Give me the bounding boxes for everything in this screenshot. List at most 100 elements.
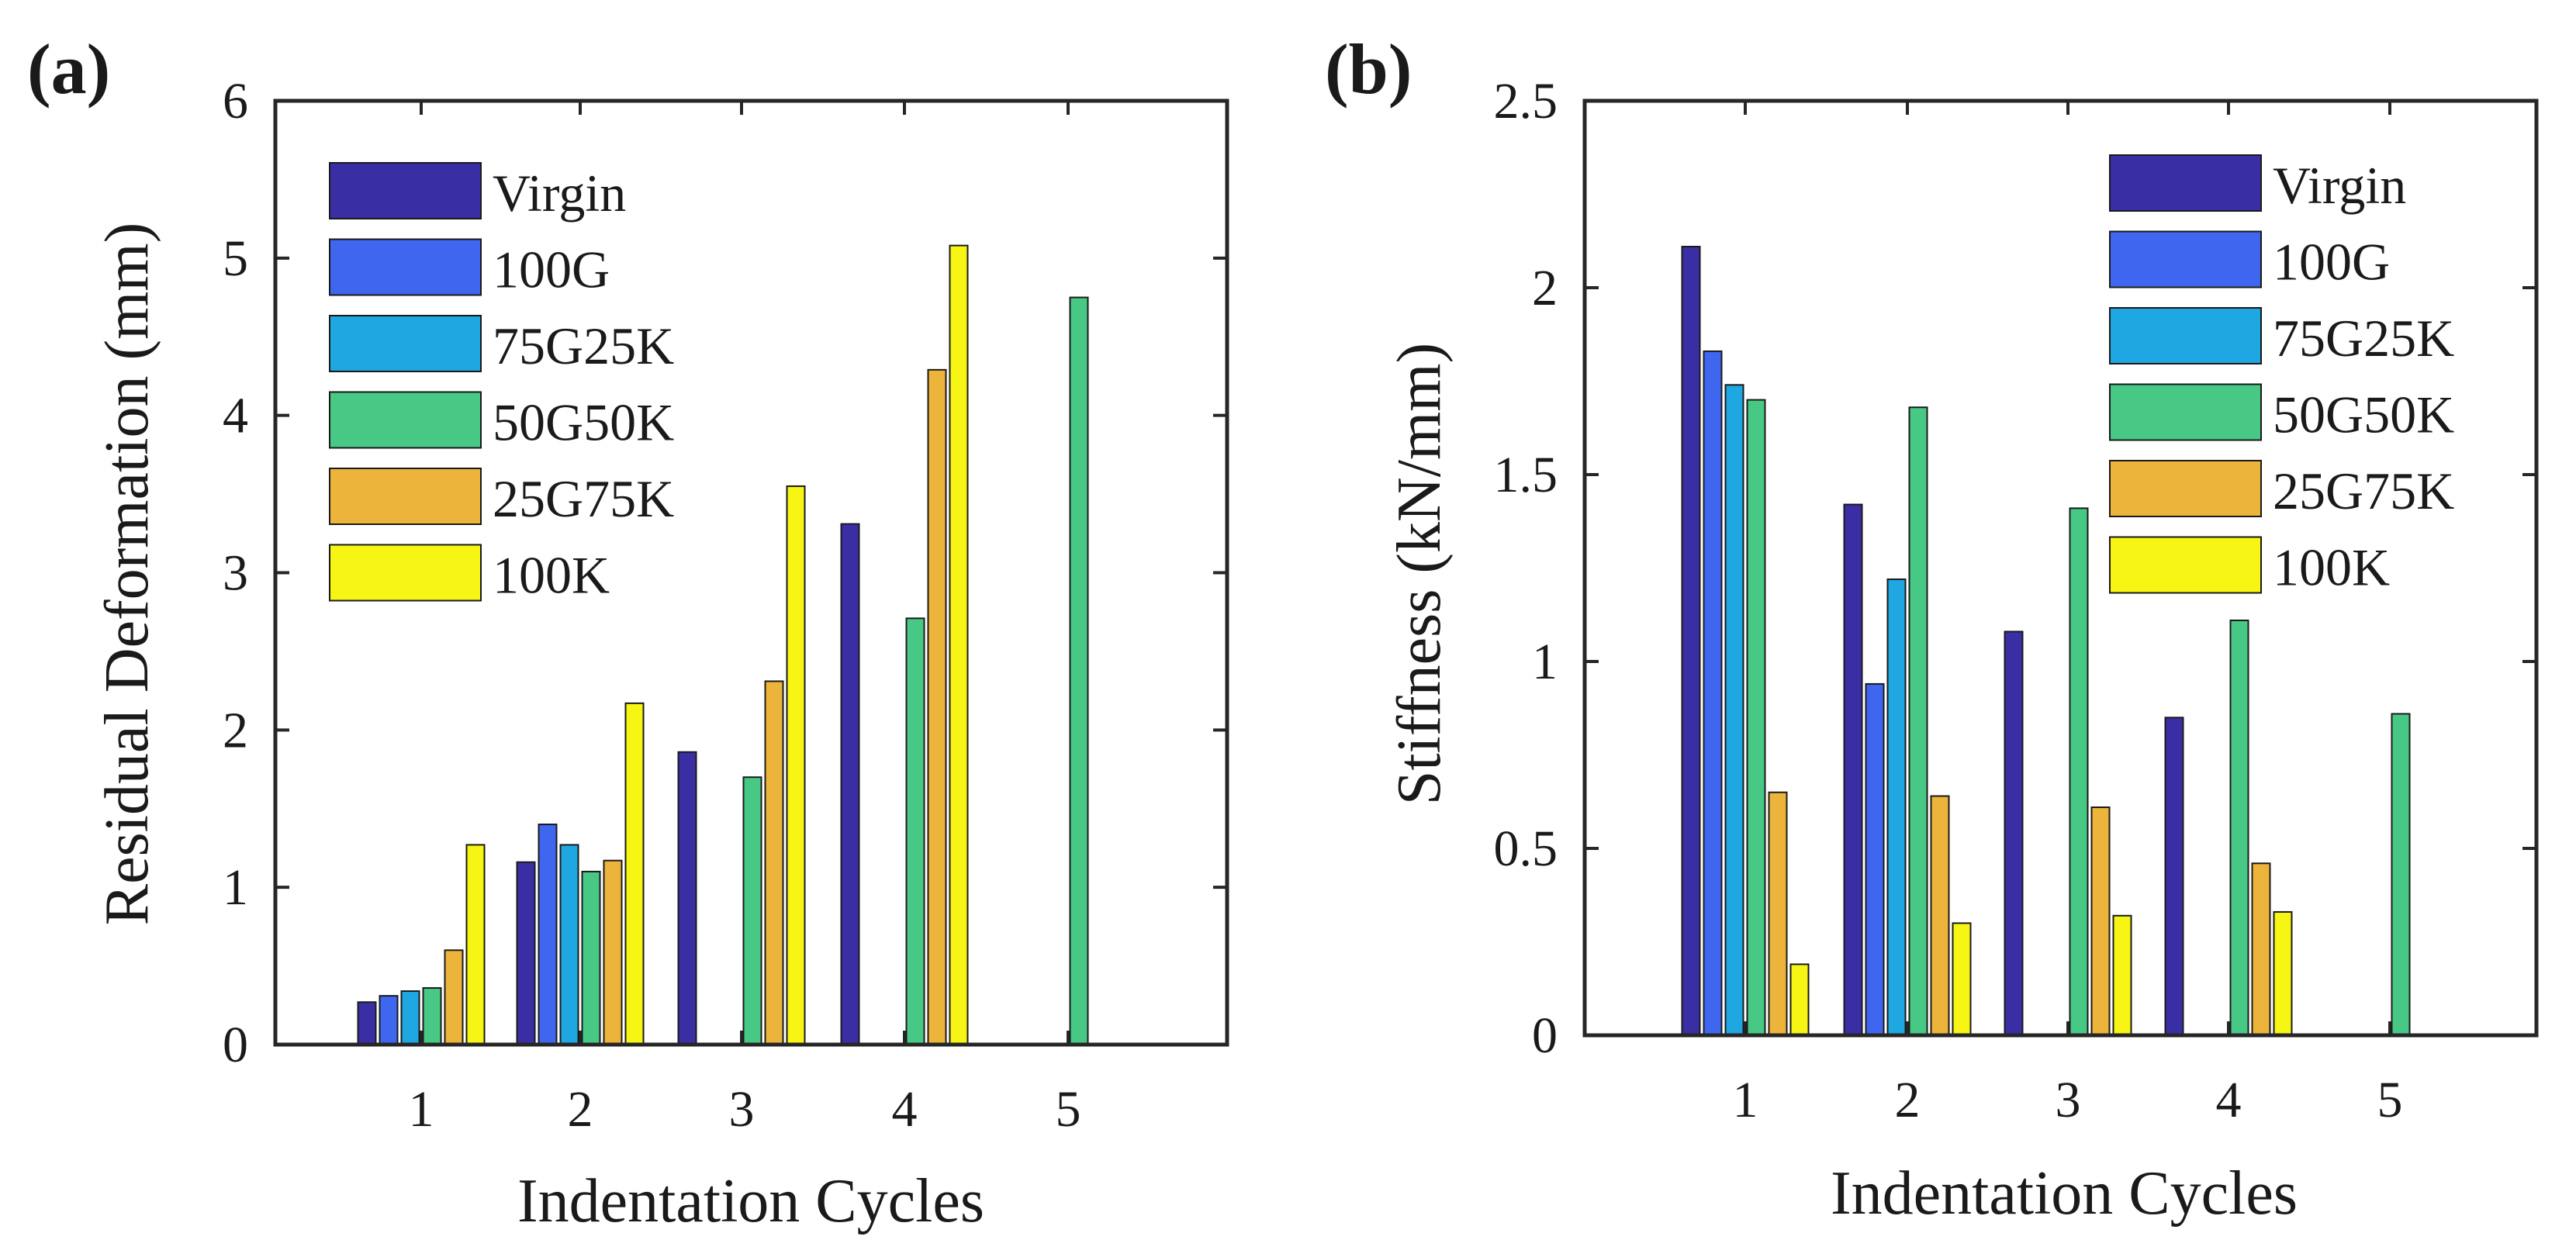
bar-virgin-cycle-2 — [516, 861, 536, 1046]
bar-100k-cycle-4 — [949, 244, 969, 1045]
bar-100k-cycle-1 — [1789, 963, 1810, 1037]
bar-virgin-cycle-1 — [357, 1001, 377, 1045]
x-tick-label: 4 — [2216, 1072, 2242, 1128]
legend-label-25g75k: 25G75K — [493, 469, 674, 528]
y-tick-label: 2.5 — [1494, 73, 1558, 130]
legend: Virgin 100G 75G25K 50G50K 25G75K 100K — [2109, 154, 2454, 597]
bar-virgin-cycle-2 — [1843, 503, 1863, 1036]
legend-label-75g25k: 75G25K — [2273, 309, 2454, 368]
y-tick-label: 0 — [1532, 1007, 1558, 1064]
bar-100k-cycle-2 — [624, 702, 645, 1046]
bar-virgin-cycle-1 — [1681, 245, 1701, 1037]
legend-swatch-100k — [329, 544, 482, 602]
bar-virgin-cycle-3 — [677, 751, 697, 1045]
legend-label-100k: 100K — [493, 546, 610, 605]
legend-label-100k: 100K — [2273, 538, 2390, 597]
bar-100k-cycle-1 — [465, 844, 486, 1045]
y-tick-label: 0.5 — [1494, 820, 1558, 877]
bar-75g25k-cycle-1 — [1724, 384, 1744, 1036]
bar-virgin-cycle-3 — [2004, 630, 2024, 1036]
bar-50g50k-cycle-2 — [581, 870, 601, 1045]
bar-50g50k-cycle-1 — [422, 986, 442, 1045]
bar-25g75k-cycle-1 — [1768, 791, 1788, 1036]
y-tick-label: 3 — [223, 545, 248, 602]
panel-label: (a) — [27, 29, 110, 109]
chart-panel-a: (a) 0 1 2 3 4 5 6 1 2 3 4 5 Indentation Cycles Residua… — [27, 29, 1229, 1235]
y-tick-label: 4 — [223, 388, 248, 444]
bar-100k-cycle-4 — [2273, 910, 2293, 1036]
bar-75g25k-cycle-1 — [400, 990, 420, 1045]
bar-virgin-cycle-4 — [840, 523, 860, 1045]
x-tick-label: 5 — [2377, 1072, 2403, 1128]
legend-swatch-50g50k — [329, 391, 482, 449]
y-axis-title: Residual Deformation (mm) — [93, 223, 161, 925]
bar-75g25k-cycle-2 — [1886, 578, 1907, 1036]
y-tick-label: 1 — [1532, 634, 1558, 690]
bar-25g75k-cycle-4 — [927, 368, 947, 1046]
legend-label-100g: 100G — [493, 240, 610, 299]
bar-100g-cycle-2 — [538, 824, 558, 1045]
bar-100g-cycle-1 — [1703, 350, 1723, 1036]
x-tick-label: 2 — [568, 1081, 593, 1138]
legend-swatch-100k — [2109, 536, 2262, 594]
y-tick-label: 2 — [223, 702, 248, 758]
bar-100g-cycle-1 — [379, 995, 399, 1046]
bar-25g75k-cycle-2 — [1930, 795, 1950, 1037]
bar-100k-cycle-3 — [786, 485, 806, 1045]
bar-50g50k-cycle-1 — [1746, 399, 1766, 1036]
bar-25g75k-cycle-1 — [444, 949, 464, 1046]
y-tick-label: 1 — [223, 859, 248, 916]
legend-swatch-50g50k — [2109, 383, 2262, 441]
legend-swatch-25g75k — [329, 468, 482, 525]
bar-50g50k-cycle-3 — [2069, 507, 2089, 1036]
x-tick-label: 4 — [892, 1081, 918, 1138]
legend: Virgin 100G 75G25K 50G50K 25G75K 100K — [329, 162, 674, 605]
bar-100k-cycle-2 — [1952, 922, 1972, 1037]
x-axis-title: Indentation Cycles — [517, 1167, 984, 1235]
legend-label-50g50k: 50G50K — [2273, 385, 2454, 444]
bar-50g50k-cycle-4 — [2229, 619, 2249, 1036]
legend-swatch-75g25k — [2109, 307, 2262, 364]
bar-virgin-cycle-4 — [2164, 717, 2184, 1036]
bar-100k-cycle-3 — [2112, 914, 2132, 1037]
y-tick-label: 5 — [223, 230, 248, 287]
bar-25g75k-cycle-3 — [2090, 806, 2111, 1036]
x-tick-label: 3 — [2056, 1072, 2081, 1128]
y-tick-label: 1.5 — [1494, 447, 1558, 503]
bar-50g50k-cycle-5 — [2391, 713, 2411, 1036]
chart-panel-b: (b) 0 0.5 1 1.5 2 2.5 1 2 3 4 5 Indentation Cycles St… — [1325, 29, 2539, 1228]
bar-25g75k-cycle-4 — [2251, 862, 2271, 1037]
panel-label: (b) — [1325, 29, 1412, 109]
legend-label-virgin: Virgin — [2273, 156, 2406, 215]
legend-label-50g50k: 50G50K — [493, 393, 674, 452]
x-tick-label: 5 — [1056, 1081, 1081, 1138]
legend-swatch-virgin — [2109, 154, 2262, 212]
bar-50g50k-cycle-2 — [1908, 406, 1928, 1036]
bar-25g75k-cycle-3 — [764, 680, 784, 1046]
legend-swatch-100g — [2109, 230, 2262, 288]
legend-label-75g25k: 75G25K — [493, 316, 674, 375]
bar-50g50k-cycle-4 — [905, 617, 925, 1045]
legend-swatch-75g25k — [329, 315, 482, 372]
bar-25g75k-cycle-2 — [603, 859, 623, 1046]
bar-50g50k-cycle-3 — [742, 776, 762, 1046]
legend-label-100g: 100G — [2273, 233, 2390, 292]
bar-50g50k-cycle-5 — [1069, 296, 1089, 1045]
bar-100g-cycle-2 — [1865, 682, 1885, 1036]
legend-swatch-100g — [329, 238, 482, 296]
legend-label-25g75k: 25G75K — [2273, 461, 2454, 520]
legend-swatch-25g75k — [2109, 460, 2262, 517]
x-tick-label: 3 — [729, 1081, 755, 1138]
legend-swatch-virgin — [329, 162, 482, 219]
x-axis-title: Indentation Cycles — [1831, 1159, 2298, 1228]
x-tick-label: 1 — [409, 1081, 434, 1138]
x-tick-label: 2 — [1895, 1072, 1921, 1128]
legend-label-virgin: Virgin — [493, 164, 626, 223]
y-tick-label: 2 — [1532, 260, 1558, 316]
y-axis-title: Stiffness (kN/mm) — [1385, 343, 1454, 805]
x-tick-label: 1 — [1733, 1072, 1758, 1128]
y-tick-label: 0 — [223, 1017, 248, 1073]
y-tick-label: 6 — [223, 73, 248, 130]
bar-75g25k-cycle-2 — [559, 844, 579, 1045]
